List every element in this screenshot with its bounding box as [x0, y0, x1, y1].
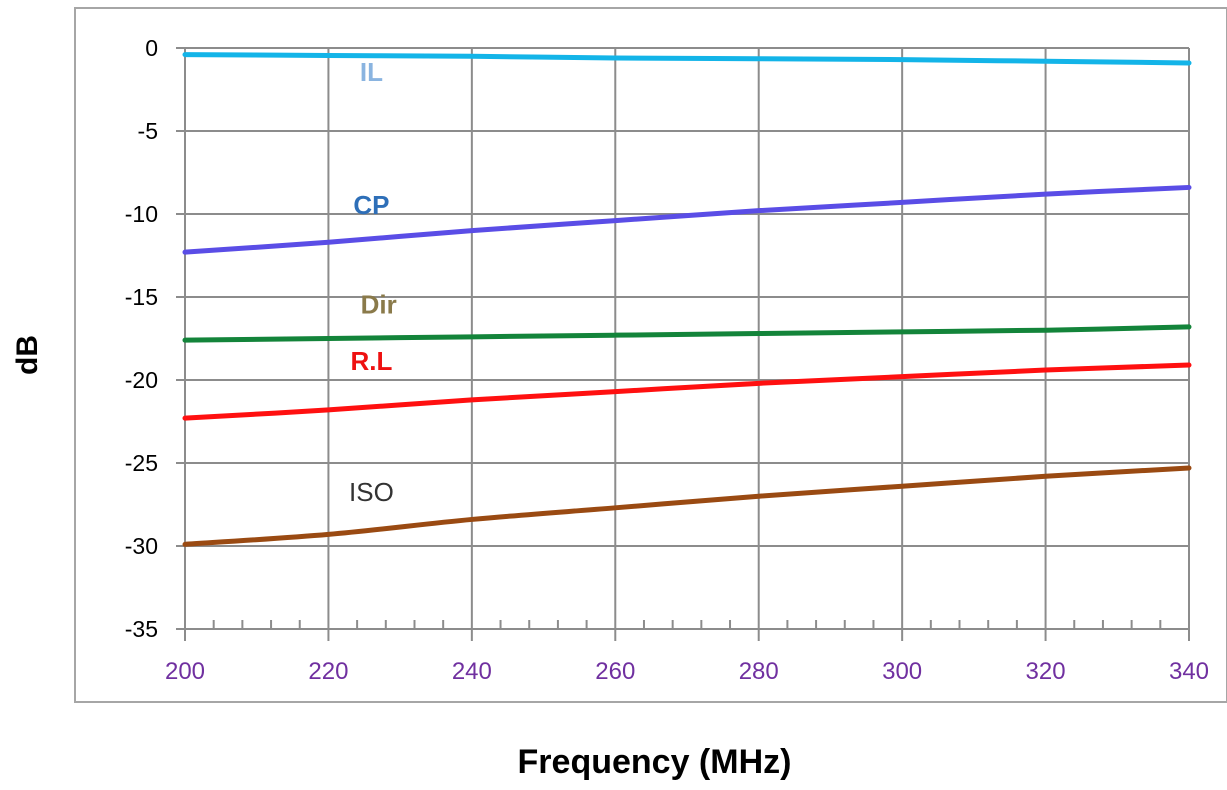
x-tick-label: 260 [595, 658, 635, 685]
series-label-il: IL [360, 57, 383, 87]
series-line-cp [182, 184, 1192, 255]
grid [184, 47, 1190, 630]
y-tick-label: -20 [125, 367, 158, 393]
y-tick-label: -10 [125, 201, 158, 227]
series-line-iso [182, 465, 1192, 547]
x-tick-label: 220 [308, 658, 348, 685]
series-label-r-l: R.L [351, 346, 393, 376]
x-tick-label: 280 [739, 658, 779, 685]
series-labels: IL CP Dir R.L ISO [349, 57, 397, 507]
y-tick-label: -5 [138, 118, 158, 144]
series-line-il [182, 52, 1192, 66]
y-tick-label: -35 [125, 616, 158, 642]
series-line-dir [182, 324, 1192, 343]
x-tick-label: 320 [1026, 658, 1066, 685]
y-tick-label: -15 [125, 284, 158, 310]
series-label-iso: ISO [349, 477, 394, 507]
x-tick-label: 300 [882, 658, 922, 685]
x-axis-label: Frequency (MHz) [517, 743, 792, 781]
x-tick-label: 340 [1169, 658, 1209, 685]
series-lines [182, 52, 1192, 547]
y-tick-label: 0 [145, 35, 158, 61]
series-line-r-l [182, 362, 1192, 421]
chart-frame [74, 7, 1227, 703]
y-tick-label: -25 [125, 450, 158, 476]
y-axis-label: dB [11, 335, 44, 375]
x-tick-label: 200 [165, 658, 205, 685]
axes: 0 -5 -10 -15 -20 -25 -30 -35 200 220 240 260 280 300 3… [125, 35, 1209, 685]
series-label-dir: Dir [361, 290, 397, 320]
x-tick-label: 240 [452, 658, 492, 685]
y-tick-label: -30 [125, 533, 158, 559]
series-label-cp: CP [353, 190, 389, 220]
